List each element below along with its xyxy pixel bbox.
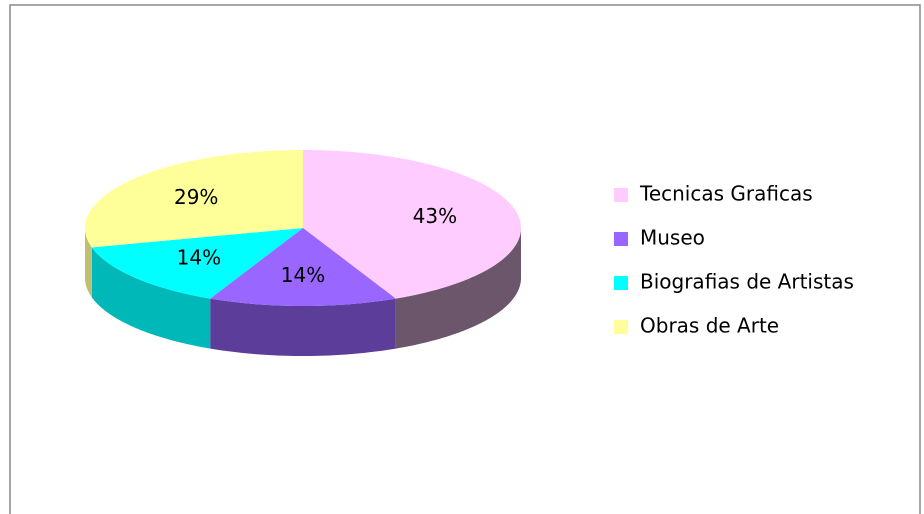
data-label: 43% <box>413 204 457 228</box>
slice-side <box>85 228 92 298</box>
legend-swatch <box>614 320 628 334</box>
slice-side <box>91 247 211 349</box>
data-label: 14% <box>177 245 221 269</box>
legend-swatch <box>614 276 628 290</box>
slice-side <box>210 298 396 356</box>
legend-swatch <box>614 188 628 202</box>
slice <box>91 228 303 299</box>
slice-side <box>395 228 521 349</box>
legend-label: Obras de Arte <box>640 314 779 338</box>
legend-swatch <box>614 232 628 246</box>
legend-label: Museo <box>640 226 705 250</box>
legend-label: Biografias de Artistas <box>640 270 854 294</box>
data-label: 14% <box>281 263 325 287</box>
slice <box>210 228 396 306</box>
data-label: 29% <box>174 185 218 209</box>
slice <box>303 150 521 299</box>
legend-label: Tecnicas Graficas <box>639 182 813 206</box>
slice <box>85 150 303 248</box>
